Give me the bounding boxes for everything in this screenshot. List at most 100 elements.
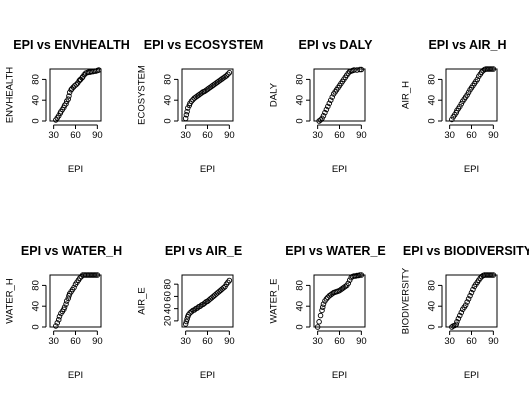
- y-tick-label: 80: [427, 74, 438, 85]
- y-axis-label: WATER_H: [5, 278, 16, 324]
- plot-frame: [49, 68, 102, 122]
- data-point: [66, 93, 72, 99]
- data-point: [314, 324, 321, 330]
- y-tick-label: 0: [427, 324, 438, 329]
- data-point: [182, 115, 189, 122]
- x-tick-label: 60: [466, 336, 477, 347]
- data-point: [464, 299, 470, 305]
- x-tick-label: 60: [334, 130, 345, 141]
- y-tick-label: 60: [163, 291, 174, 302]
- data-point: [453, 321, 459, 328]
- scatter-panel: EPI vs BIODIVERSITY 30 60 90 0 40 80 EPI BIODIVE…: [401, 244, 529, 381]
- data-point: [183, 112, 190, 118]
- x-tick-label: 60: [202, 130, 213, 141]
- x-tick-label: 60: [334, 336, 345, 347]
- scatter-panel: EPI vs WATER_E 30 60 90 0 40 80 EPI WATER_E: [269, 244, 386, 381]
- chart-title: EPI vs ENVHEALTH: [13, 38, 129, 52]
- chart-title: EPI vs WATER_H: [21, 244, 122, 258]
- data-point: [63, 101, 69, 107]
- x-tick-label: 90: [224, 130, 235, 141]
- data-point: [490, 272, 497, 278]
- data-point: [490, 66, 497, 72]
- data-point: [358, 272, 365, 278]
- y-axis-label: ENVHEALTH: [5, 67, 16, 123]
- x-tick-label: 60: [70, 130, 81, 141]
- y-tick-label: 0: [295, 324, 306, 329]
- y-tick-label: 80: [295, 280, 306, 291]
- y-axis-label: WATER_E: [269, 279, 280, 324]
- x-tick-label: 60: [466, 130, 477, 141]
- y-axis-label: AIR_E: [137, 287, 148, 314]
- y-tick-label: 40: [31, 95, 42, 106]
- y-tick-label: 40: [427, 95, 438, 106]
- data-point: [317, 117, 324, 123]
- y-tick-label: 80: [427, 280, 438, 291]
- data-point: [184, 108, 190, 115]
- x-tick-label: 30: [48, 130, 59, 141]
- x-axis-label: EPI: [200, 370, 215, 381]
- data-point: [342, 283, 349, 290]
- x-axis-label: EPI: [332, 370, 347, 381]
- scatter-panel: EPI vs WATER_H 30 60 90 0 40 80 EPI WATER_H: [5, 244, 123, 381]
- y-tick-label: 40: [295, 301, 306, 312]
- x-tick-label: 90: [92, 336, 103, 347]
- plot-frame: [49, 274, 102, 328]
- y-tick-label: 0: [31, 118, 42, 123]
- data-point: [225, 71, 231, 77]
- y-tick-label: 40: [427, 301, 438, 312]
- y-tick-label: 80: [31, 280, 42, 291]
- data-point: [351, 67, 357, 73]
- plot-frame: [313, 274, 366, 328]
- y-tick-label: 40: [163, 303, 174, 314]
- y-tick-label: 40: [163, 95, 174, 106]
- data-point: [65, 96, 71, 102]
- x-tick-label: 90: [224, 336, 235, 347]
- x-tick-label: 30: [48, 336, 59, 347]
- plot-frame: [445, 274, 498, 328]
- x-tick-label: 30: [312, 130, 323, 141]
- scatter-panel: EPI vs AIR_H 30 60 90 0 40 80 EPI AIR_H: [401, 38, 507, 175]
- data-point: [316, 319, 322, 325]
- x-tick-label: 30: [444, 130, 455, 141]
- chart-title: EPI vs BIODIVERSITY: [403, 244, 529, 258]
- data-point: [454, 319, 460, 325]
- plot-frame: [313, 68, 366, 122]
- data-point: [326, 100, 333, 107]
- x-tick-label: 30: [180, 130, 191, 141]
- data-point: [65, 295, 71, 302]
- chart-title: EPI vs WATER_E: [285, 244, 386, 258]
- data-point: [69, 86, 75, 92]
- x-tick-label: 30: [444, 336, 455, 347]
- data-point: [458, 309, 465, 316]
- data-point: [220, 285, 227, 291]
- data-point: [61, 102, 68, 109]
- data-point: [56, 313, 63, 320]
- y-tick-label: 0: [295, 118, 306, 123]
- plot-frame: [181, 274, 234, 328]
- chart-title: EPI vs ECOSYSTEM: [144, 38, 263, 52]
- data-point: [183, 318, 190, 325]
- data-point: [319, 307, 325, 314]
- data-point: [55, 316, 62, 323]
- chart-title: EPI vs DALY: [299, 38, 374, 52]
- y-tick-label: 20: [163, 316, 174, 327]
- x-tick-label: 90: [488, 336, 499, 347]
- x-axis-label: EPI: [332, 164, 347, 175]
- y-axis-label: ECOSYSTEM: [137, 65, 148, 125]
- data-point: [474, 76, 481, 83]
- data-point: [54, 320, 61, 326]
- chart-title: EPI vs AIR_E: [165, 244, 242, 258]
- data-point: [462, 302, 469, 308]
- data-point: [61, 304, 68, 310]
- y-tick-label: 80: [163, 279, 174, 290]
- x-tick-label: 90: [488, 130, 499, 141]
- y-tick-label: 40: [31, 301, 42, 312]
- scatter-panel: EPI vs DALY 30 60 90 0 40 80 EPI DALY: [269, 38, 374, 175]
- x-tick-label: 30: [312, 336, 323, 347]
- data-point: [182, 321, 189, 327]
- chart-title: EPI vs AIR_H: [428, 38, 506, 52]
- data-point: [63, 301, 69, 307]
- data-point: [94, 272, 101, 278]
